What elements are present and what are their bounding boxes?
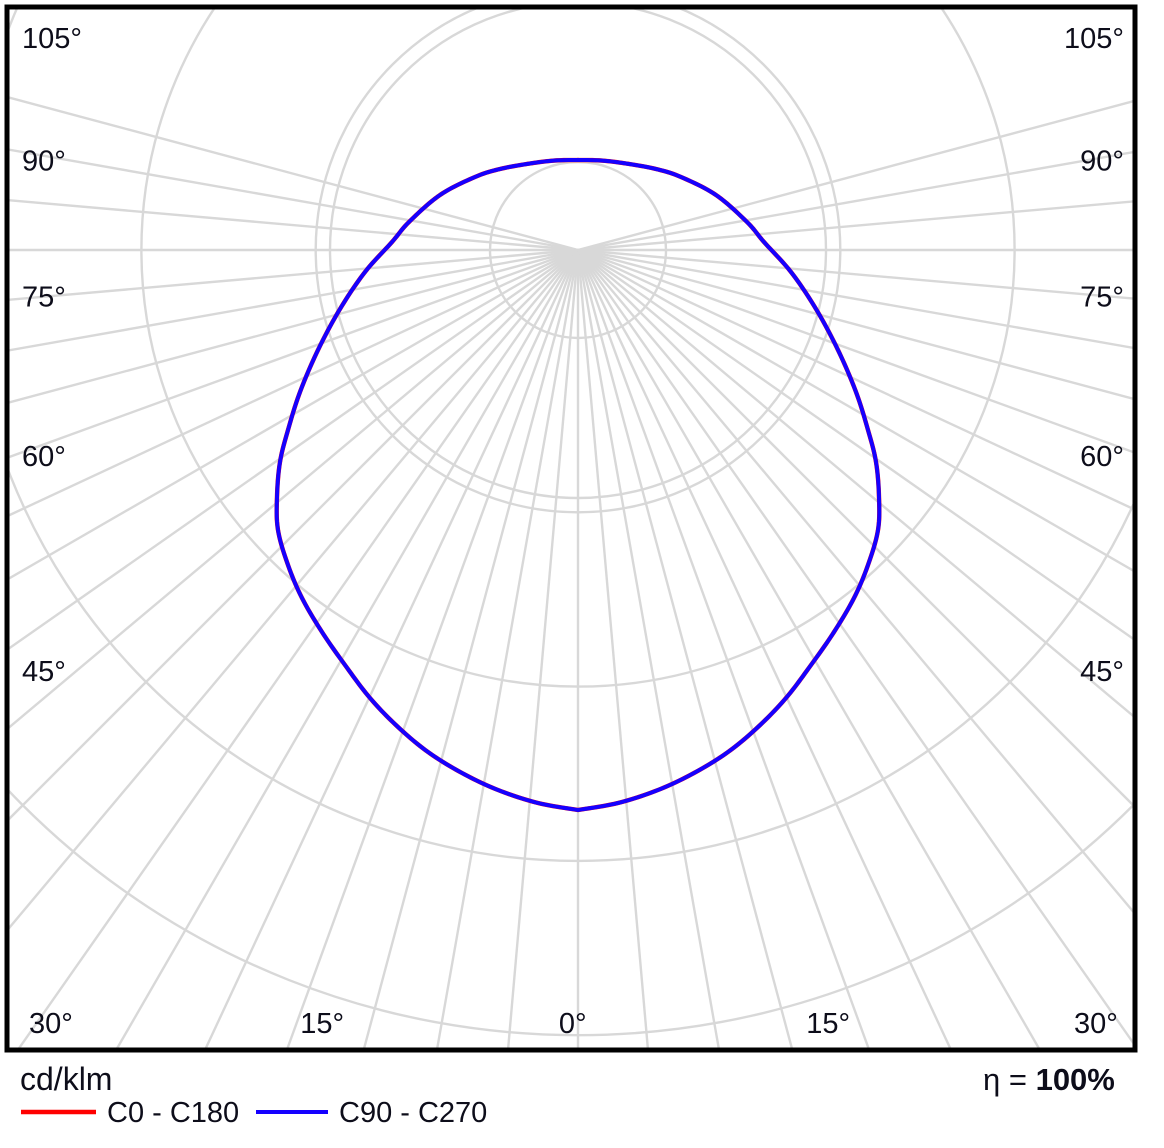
svg-text:15°: 15° <box>806 1008 850 1040</box>
svg-text:45°: 45° <box>1080 656 1124 688</box>
svg-text:30°: 30° <box>1074 1008 1118 1040</box>
svg-text:75°: 75° <box>22 282 66 314</box>
svg-text:45°: 45° <box>22 656 66 688</box>
svg-text:105°: 105° <box>22 23 82 55</box>
svg-text:60°: 60° <box>22 441 66 473</box>
svg-text:105°: 105° <box>1064 23 1124 55</box>
svg-text:90°: 90° <box>1080 146 1124 178</box>
svg-text:C90 - C270: C90 - C270 <box>339 1097 487 1129</box>
svg-text:75°: 75° <box>1080 282 1124 314</box>
svg-text:η = 100%: η = 100% <box>983 1062 1115 1097</box>
svg-text:15°: 15° <box>300 1008 344 1040</box>
svg-text:C0 - C180: C0 - C180 <box>107 1097 239 1129</box>
svg-text:90°: 90° <box>22 146 66 178</box>
svg-text:30°: 30° <box>29 1008 73 1040</box>
svg-text:0°: 0° <box>559 1008 587 1040</box>
svg-text:cd/klm: cd/klm <box>20 1061 112 1097</box>
svg-text:60°: 60° <box>1080 441 1124 473</box>
